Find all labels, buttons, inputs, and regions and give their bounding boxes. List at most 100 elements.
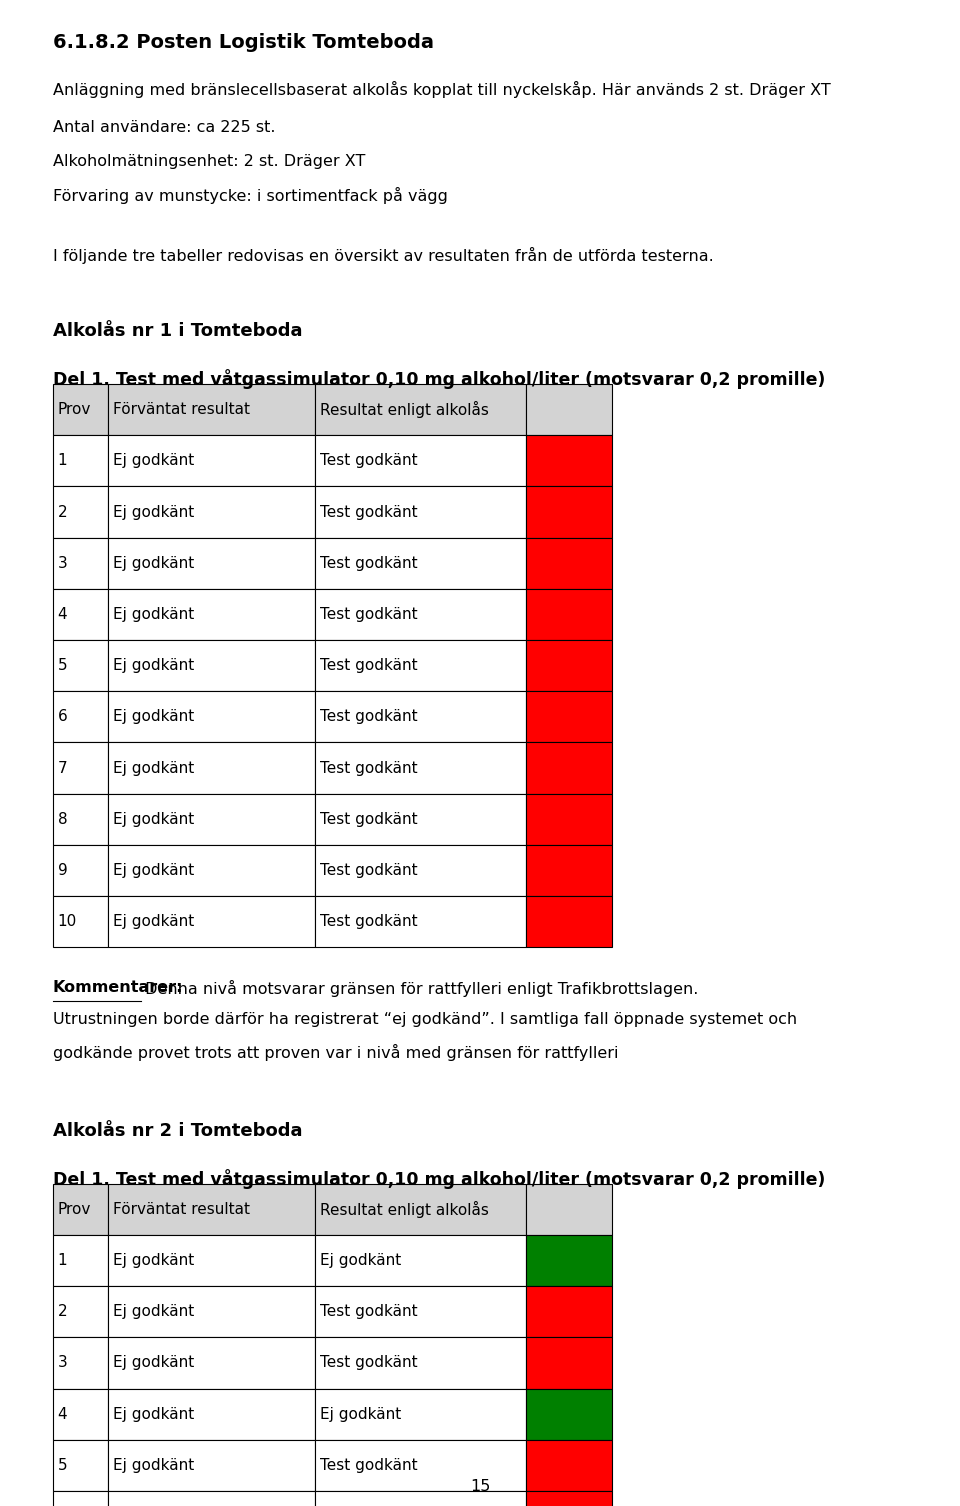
Bar [108,640,315,691]
Text: 8: 8 [58,812,67,827]
Text: Test godkänt: Test godkänt [320,556,418,571]
Bar [108,742,315,794]
Bar [526,691,612,742]
Bar [526,742,612,794]
Text: Ej godkänt: Ej godkänt [113,1253,195,1268]
Text: Test godkänt: Test godkänt [320,453,418,468]
Text: Förväntat resultat: Förväntat resultat [113,402,251,417]
Text: 3: 3 [58,556,67,571]
Text: Test godkänt: Test godkänt [320,914,418,929]
Text: Ej godkänt: Ej godkänt [113,812,195,827]
Bar [108,794,315,845]
Bar [315,1286,526,1337]
Text: 9: 9 [58,863,67,878]
Bar [315,1440,526,1491]
Bar [53,589,108,640]
Bar [315,1184,526,1235]
Bar [315,1337,526,1389]
Bar [53,1286,108,1337]
Bar [108,384,315,435]
Bar [315,538,526,589]
Bar [526,1286,612,1337]
Text: Ej godkänt: Ej godkänt [113,556,195,571]
Bar [315,435,526,486]
Bar [315,742,526,794]
Bar [53,1491,108,1506]
Bar [315,1235,526,1286]
Bar [315,896,526,947]
Bar [315,486,526,538]
Bar [108,435,315,486]
Bar [526,384,612,435]
Text: Test godkänt: Test godkänt [320,658,418,673]
Text: Test godkänt: Test godkänt [320,761,418,776]
Text: Alkolås nr 2 i Tomteboda: Alkolås nr 2 i Tomteboda [53,1122,302,1140]
Bar [53,742,108,794]
Bar [108,1389,315,1440]
Text: Resultat enligt alkolås: Resultat enligt alkolås [320,1200,489,1218]
Text: godkände provet trots att proven var i nivå med gränsen för rattfylleri: godkände provet trots att proven var i n… [53,1044,618,1060]
Text: Ej godkänt: Ej godkänt [113,863,195,878]
Text: Ej godkänt: Ej godkänt [113,761,195,776]
Text: Förvaring av munstycke: i sortimentfack på vägg: Förvaring av munstycke: i sortimentfack … [53,187,447,203]
Bar [108,538,315,589]
Text: Test godkänt: Test godkänt [320,1304,418,1319]
Text: 10: 10 [58,914,77,929]
Text: Ej godkänt: Ej godkänt [113,505,195,520]
Text: Test godkänt: Test godkänt [320,863,418,878]
Bar [108,1235,315,1286]
Bar [315,845,526,896]
Bar [315,691,526,742]
Text: 6.1.8.2 Posten Logistik Tomteboda: 6.1.8.2 Posten Logistik Tomteboda [53,33,434,53]
Text: Test godkänt: Test godkänt [320,1458,418,1473]
Text: Test godkänt: Test godkänt [320,607,418,622]
Text: Test godkänt: Test godkänt [320,505,418,520]
Bar [315,794,526,845]
Bar [526,1389,612,1440]
Bar [315,589,526,640]
Text: Utrustningen borde därför ha registrerat “ej godkänd”. I samtliga fall öppnade s: Utrustningen borde därför ha registrerat… [53,1012,797,1027]
Bar [108,845,315,896]
Bar [108,1286,315,1337]
Text: Ej godkänt: Ej godkänt [113,1407,195,1422]
Bar [53,486,108,538]
Bar [53,538,108,589]
Text: Prov: Prov [58,1202,91,1217]
Text: 7: 7 [58,761,67,776]
Text: Ej godkänt: Ej godkänt [113,607,195,622]
Bar [108,896,315,947]
Text: Ej godkänt: Ej godkänt [320,1407,401,1422]
Bar [53,1184,108,1235]
Bar [526,845,612,896]
Text: I följande tre tabeller redovisas en översikt av resultaten från de utförda test: I följande tre tabeller redovisas en öve… [53,247,713,264]
Text: Ej godkänt: Ej godkänt [320,1253,401,1268]
Text: Ej godkänt: Ej godkänt [113,453,195,468]
Bar [315,640,526,691]
Text: Ej godkänt: Ej godkänt [113,1304,195,1319]
Text: Del 1. Test med våtgassimulator 0,10 mg alkohol/liter (motsvarar 0,2 promille): Del 1. Test med våtgassimulator 0,10 mg … [53,369,826,389]
Bar [108,486,315,538]
Text: 1: 1 [58,1253,67,1268]
Text: 5: 5 [58,658,67,673]
Bar [53,1440,108,1491]
Text: Test godkänt: Test godkänt [320,812,418,827]
Text: 4: 4 [58,607,67,622]
Bar [526,1184,612,1235]
Bar [53,640,108,691]
Bar [315,1389,526,1440]
Text: Kommentarer:: Kommentarer: [53,980,183,995]
Text: 3: 3 [58,1355,67,1370]
Bar [315,1491,526,1506]
Text: Ej godkänt: Ej godkänt [113,709,195,724]
Bar [526,589,612,640]
Bar [526,1337,612,1389]
Bar [53,1337,108,1389]
Text: 1: 1 [58,453,67,468]
Text: Alkoholmätningsenhet: 2 st. Dräger XT: Alkoholmätningsenhet: 2 st. Dräger XT [53,154,365,169]
Text: 2: 2 [58,1304,67,1319]
Bar [53,384,108,435]
Bar [53,435,108,486]
Bar [108,1337,315,1389]
Bar [53,1389,108,1440]
Bar [526,640,612,691]
